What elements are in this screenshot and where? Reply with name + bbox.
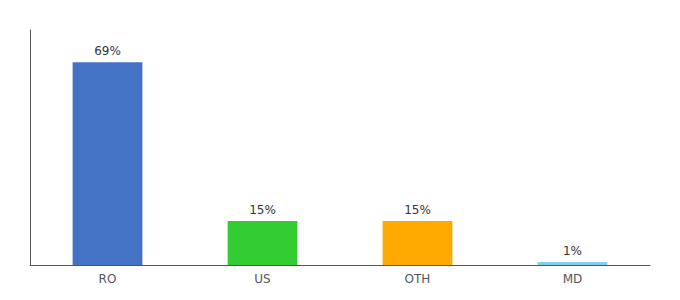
svg-text:15%: 15% <box>249 203 276 217</box>
svg-text:1%: 1% <box>563 244 582 258</box>
svg-text:MD: MD <box>563 272 583 286</box>
svg-text:OTH: OTH <box>405 272 431 286</box>
svg-text:69%: 69% <box>94 44 121 58</box>
svg-text:US: US <box>254 272 270 286</box>
svg-text:RO: RO <box>99 272 117 286</box>
svg-text:15%: 15% <box>404 203 431 217</box>
